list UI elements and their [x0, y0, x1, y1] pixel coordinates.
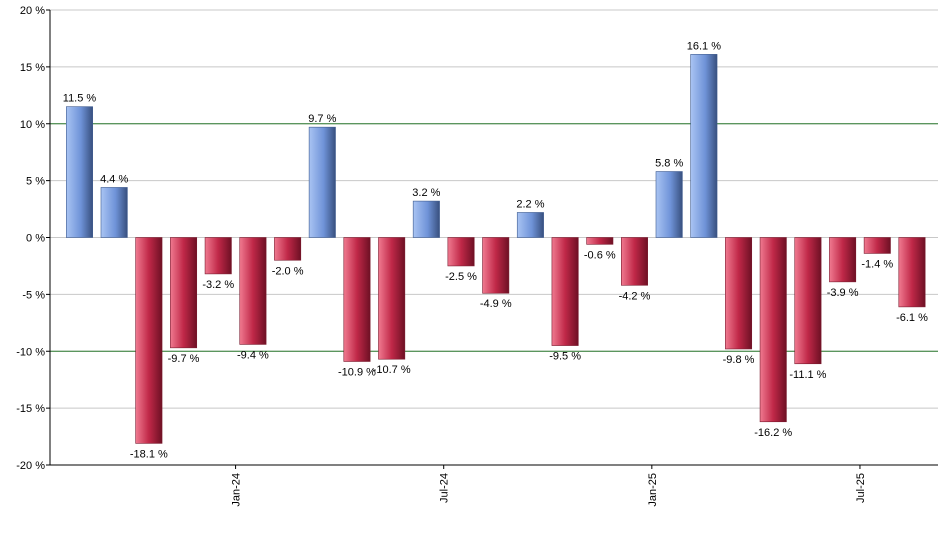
- bar-13: [516, 212, 544, 238]
- y-tick-label-4: 0 %: [26, 233, 45, 245]
- data-label-3: -9.7 %: [168, 353, 200, 365]
- bar-22: [829, 237, 857, 283]
- data-label-10: 3.2 %: [412, 187, 440, 199]
- bar-0: [66, 106, 93, 238]
- data-label-20: -16.2 %: [754, 427, 792, 439]
- bar-14: [551, 237, 579, 346]
- data-label-21: -11.1 %: [789, 369, 826, 381]
- bar-16: [621, 237, 648, 286]
- bar-11: [447, 237, 475, 267]
- bar-23: [863, 237, 891, 254]
- bar-18: [690, 54, 718, 238]
- bar-2: [135, 237, 163, 444]
- data-label-23: -1.4 %: [861, 258, 893, 270]
- data-label-16: -4.2 %: [619, 290, 651, 302]
- bar-20: [759, 237, 787, 423]
- x-axis-ticks: Jan-24 Jul-24 Jan-25 Jul-25: [231, 465, 867, 507]
- y-tick-label-5: -5 %: [22, 289, 45, 301]
- data-label-12: -4.9 %: [480, 298, 512, 310]
- y-tick-label-3: 5 %: [26, 176, 45, 188]
- y-tick-label-6: -10 %: [16, 346, 45, 358]
- bar-1: [100, 187, 128, 238]
- bar-5: [239, 237, 267, 345]
- bar-12: [482, 237, 510, 294]
- x-tick-label-3: Jul-25: [855, 473, 867, 503]
- data-label-5: -9.4 %: [237, 349, 269, 361]
- bar-8: [343, 237, 371, 362]
- y-tick-label-7: -15 %: [16, 403, 45, 415]
- data-label-4: -3.2 %: [202, 279, 234, 291]
- bar-24: [898, 237, 926, 308]
- bar-21: [794, 237, 822, 365]
- data-label-6: -2.0 %: [272, 265, 304, 277]
- y-tick-label-1: 15 %: [20, 62, 45, 74]
- x-tick-label-0: Jan-24: [231, 473, 243, 507]
- bar-15: [586, 237, 614, 245]
- bar-4: [204, 237, 232, 275]
- y-tick-label-2: 10 %: [20, 119, 45, 131]
- data-label-2: -18.1 %: [130, 448, 168, 460]
- data-label-9: -10.7 %: [373, 364, 411, 376]
- data-label-0: 11.5 %: [63, 93, 97, 105]
- x-tick-label-2: Jan-25: [647, 473, 659, 507]
- data-label-1: 4.4 %: [100, 173, 128, 185]
- x-tick-label-1: Jul-24: [439, 473, 451, 503]
- data-label-22: -3.9 %: [827, 287, 859, 299]
- bar-17: [655, 171, 683, 238]
- bar-19: [725, 237, 753, 350]
- data-label-13: 2.2 %: [516, 198, 544, 210]
- y-tick-label-8: -20 %: [16, 460, 45, 472]
- data-label-11: -2.5 %: [445, 271, 477, 283]
- reference-lines: [50, 123, 938, 352]
- data-label-17: 5.8 %: [655, 158, 683, 170]
- data-labels: 11.5 % 4.4 % -18.1 % -9.7 % -3.2 % -9.4 % -2.0…: [63, 40, 928, 460]
- data-label-8: -10.9 %: [338, 366, 376, 378]
- data-label-19: -9.8 %: [723, 354, 755, 366]
- data-label-15: -0.6 %: [584, 249, 616, 261]
- data-label-24: -6.1 %: [896, 312, 928, 324]
- bars: [66, 54, 926, 444]
- data-label-18: 16.1 %: [687, 40, 721, 52]
- bar-10: [412, 200, 440, 238]
- bar-6: [274, 237, 302, 261]
- bar-7: [308, 126, 336, 238]
- data-label-7: 9.7 %: [308, 113, 336, 125]
- bar-3: [170, 237, 198, 349]
- data-label-14: -9.5 %: [549, 351, 581, 363]
- y-axis-ticks: 20 % 15 % 10 % 5 % 0 % -5 % -10 % -15 % -20 %: [16, 5, 50, 472]
- y-tick-label-0: 20 %: [20, 5, 45, 17]
- bar-9: [378, 237, 406, 360]
